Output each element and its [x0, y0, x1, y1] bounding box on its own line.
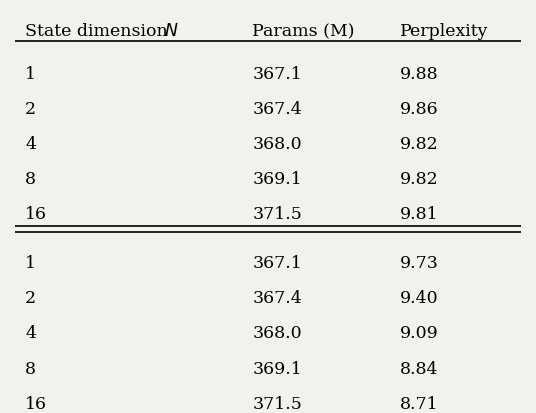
- Text: 9.88: 9.88: [400, 66, 438, 83]
- Text: 8: 8: [25, 171, 36, 188]
- Text: $\mathit{N}$: $\mathit{N}$: [163, 24, 178, 40]
- Text: 367.1: 367.1: [252, 255, 302, 272]
- Text: Perplexity: Perplexity: [400, 24, 488, 40]
- Text: 2: 2: [25, 101, 36, 118]
- Text: 1: 1: [25, 66, 36, 83]
- Text: 9.09: 9.09: [400, 325, 438, 342]
- Text: 9.40: 9.40: [400, 290, 438, 307]
- Text: 2: 2: [25, 290, 36, 307]
- Text: State dimension: State dimension: [25, 24, 174, 40]
- Text: 9.81: 9.81: [400, 206, 438, 223]
- Text: 1: 1: [25, 255, 36, 272]
- Text: 8.71: 8.71: [400, 396, 438, 413]
- Text: 367.1: 367.1: [252, 66, 302, 83]
- Text: 9.73: 9.73: [400, 255, 439, 272]
- Text: 369.1: 369.1: [252, 171, 302, 188]
- Text: 368.0: 368.0: [252, 136, 302, 153]
- Text: 4: 4: [25, 136, 36, 153]
- Text: 8: 8: [25, 361, 36, 377]
- Text: 16: 16: [25, 396, 47, 413]
- Text: 371.5: 371.5: [252, 206, 302, 223]
- Text: 9.86: 9.86: [400, 101, 438, 118]
- Text: 371.5: 371.5: [252, 396, 302, 413]
- Text: 367.4: 367.4: [252, 290, 302, 307]
- Text: 4: 4: [25, 325, 36, 342]
- Text: 8.84: 8.84: [400, 361, 438, 377]
- Text: 367.4: 367.4: [252, 101, 302, 118]
- Text: 9.82: 9.82: [400, 171, 438, 188]
- Text: 9.82: 9.82: [400, 136, 438, 153]
- Text: Params (M): Params (M): [252, 24, 355, 40]
- Text: 368.0: 368.0: [252, 325, 302, 342]
- Text: 369.1: 369.1: [252, 361, 302, 377]
- Text: 16: 16: [25, 206, 47, 223]
